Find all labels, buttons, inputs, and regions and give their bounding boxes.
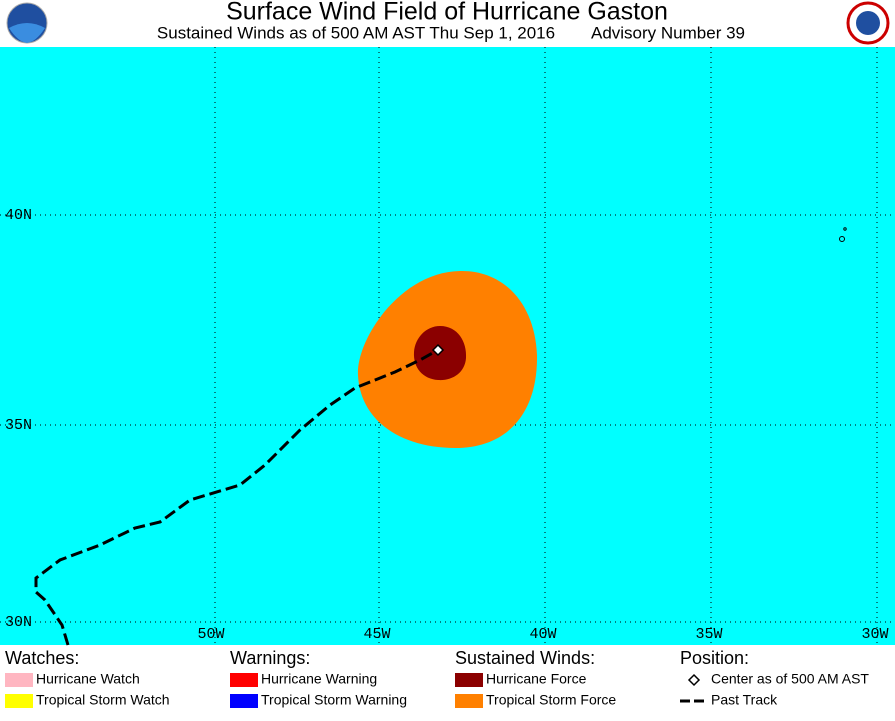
- swatch: [455, 694, 483, 708]
- title: Surface Wind Field of Hurricane Gaston: [226, 0, 668, 26]
- swatch: [5, 694, 33, 708]
- advisory: Advisory Number 39: [591, 23, 745, 42]
- lon-label: 40W: [529, 626, 556, 643]
- subtitle: Sustained Winds as of 500 AM AST Thu Sep…: [157, 23, 555, 42]
- legend-item: Past Track: [711, 692, 778, 708]
- legend-item: Hurricane Force: [486, 671, 587, 687]
- map: 40N 35N 30N 50W 45W 40W 35W 30W: [0, 47, 895, 646]
- legend-item: Center as of 500 AM AST: [711, 671, 869, 687]
- past-track: [34, 348, 439, 646]
- legend-item: Hurricane Warning: [261, 671, 377, 687]
- legend: Watches: Hurricane Watch Tropical Storm …: [5, 648, 869, 708]
- legend-item: Hurricane Watch: [36, 671, 140, 687]
- lat-label: 35N: [5, 417, 32, 434]
- lon-label: 45W: [363, 626, 390, 643]
- lon-label: 50W: [197, 626, 224, 643]
- lon-label: 30W: [861, 626, 888, 643]
- header: Surface Wind Field of Hurricane Gaston S…: [6, 0, 890, 45]
- legend-title: Watches:: [5, 648, 79, 668]
- island: [843, 227, 847, 231]
- swatch: [455, 673, 483, 687]
- lon-label: 35W: [695, 626, 722, 643]
- legend-title: Position:: [680, 648, 749, 668]
- nws-logo-center: [856, 11, 880, 35]
- island: [839, 236, 845, 242]
- lat-label: 40N: [5, 207, 32, 224]
- swatch: [230, 694, 258, 708]
- swatch: [5, 673, 33, 687]
- legend-title: Warnings:: [230, 648, 310, 668]
- lat-label: 30N: [5, 614, 32, 631]
- legend-title: Sustained Winds:: [455, 648, 595, 668]
- center-position: [431, 343, 445, 357]
- swatch: [230, 673, 258, 687]
- center-icon: [687, 673, 701, 687]
- legend-item: Tropical Storm Warning: [261, 692, 407, 708]
- legend-item: Tropical Storm Watch: [36, 692, 170, 708]
- noaa-logo-wave: [9, 23, 45, 43]
- legend-item: Tropical Storm Force: [486, 692, 616, 708]
